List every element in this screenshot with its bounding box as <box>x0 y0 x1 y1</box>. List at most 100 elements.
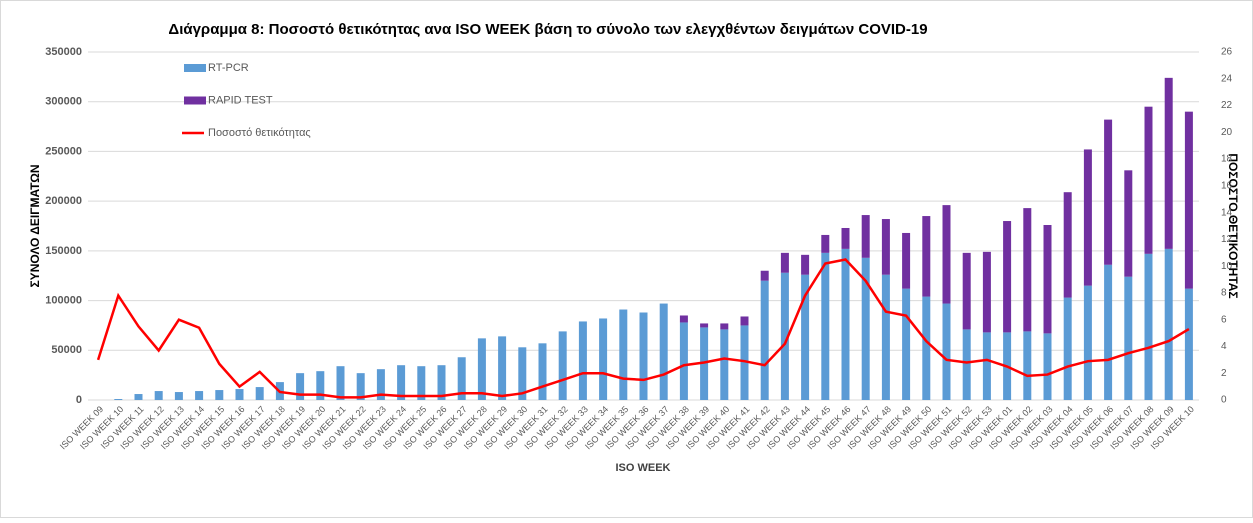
bar <box>881 274 890 400</box>
bar <box>134 394 143 400</box>
bar <box>1124 276 1133 400</box>
bar <box>861 215 870 258</box>
legend-swatch <box>184 64 206 72</box>
bar <box>801 254 810 275</box>
legend-label: RAPID TEST <box>208 94 273 106</box>
bar <box>376 369 385 400</box>
y-tick-label: 100000 <box>45 294 82 306</box>
bar <box>1023 331 1032 400</box>
legend-label: Ποσοστό θετικότητας <box>208 127 311 139</box>
bar <box>215 390 224 400</box>
y-tick-label: 300000 <box>45 96 82 108</box>
legend-swatch <box>184 96 206 105</box>
y2-tick-label: 22 <box>1221 100 1233 111</box>
bar <box>558 331 567 400</box>
bar <box>639 312 648 400</box>
y2-tick-label: 6 <box>1221 314 1227 325</box>
bar <box>1063 297 1072 400</box>
bar <box>1063 192 1072 298</box>
bar <box>780 252 789 273</box>
y2-axis-label: ΠΟΣΟΣΤΟ ΘΕΤΙΚΟΤΗΤΑΣ <box>1226 153 1240 298</box>
bar <box>841 248 850 400</box>
bar <box>720 329 729 400</box>
y-tick-label: 250000 <box>45 145 82 157</box>
y2-tick-label: 18 <box>1221 154 1233 165</box>
y2-tick-label: 14 <box>1221 207 1233 218</box>
bar <box>700 323 709 328</box>
bar <box>356 373 365 400</box>
y-axis-label: ΣΥΝΟΛΟ ΔΕΙΓΜΑΤΩΝ <box>28 164 42 287</box>
y2-tick-label: 10 <box>1221 261 1233 272</box>
bar <box>740 316 749 326</box>
bar <box>740 325 749 400</box>
y2-tick-label: 16 <box>1221 180 1233 191</box>
bar <box>195 391 204 400</box>
bar <box>1043 333 1052 400</box>
bar <box>881 219 890 275</box>
bar <box>902 232 911 289</box>
bar <box>720 323 729 330</box>
bar <box>679 315 688 323</box>
bar <box>1164 77 1173 249</box>
bar <box>922 296 931 400</box>
bar <box>1003 221 1012 333</box>
bar <box>942 303 951 400</box>
bar <box>659 303 668 400</box>
bar <box>841 227 850 249</box>
bar <box>942 205 951 304</box>
bar <box>962 252 971 330</box>
bar <box>1104 119 1113 265</box>
bar <box>962 329 971 400</box>
bar <box>982 251 991 333</box>
bar <box>780 272 789 400</box>
y2-tick-label: 20 <box>1221 127 1233 138</box>
y2-tick-label: 12 <box>1221 234 1233 245</box>
bar <box>437 365 446 400</box>
y2-tick-label: 8 <box>1221 288 1227 299</box>
y2-tick-label: 0 <box>1221 395 1227 406</box>
y2-tick-label: 2 <box>1221 368 1227 379</box>
bar <box>801 274 810 400</box>
y-tick-label: 0 <box>76 394 82 406</box>
bar <box>477 338 486 400</box>
bar <box>1184 111 1193 289</box>
bar <box>760 270 769 281</box>
bar <box>1164 248 1173 400</box>
bar <box>498 336 507 400</box>
bar <box>902 288 911 400</box>
bar <box>1184 288 1193 400</box>
bar <box>599 318 608 400</box>
bar <box>982 332 991 400</box>
bar <box>1124 170 1133 277</box>
bar <box>336 366 345 400</box>
bar <box>114 399 123 400</box>
line <box>96 258 1190 399</box>
bar <box>417 366 426 400</box>
bar <box>154 391 163 400</box>
bar <box>1083 285 1092 400</box>
bar <box>457 357 466 400</box>
bar <box>1144 253 1153 400</box>
chart-title: Διάγραμμα 8: Ποσοστό θετικότητας ανα ISO… <box>168 21 927 38</box>
legend-label: RT-PCR <box>208 62 249 74</box>
bar <box>397 365 406 400</box>
bar <box>679 322 688 400</box>
bar <box>760 280 769 400</box>
bar <box>296 373 305 400</box>
bar <box>1083 149 1092 286</box>
bar <box>861 257 870 400</box>
bar <box>538 343 547 400</box>
y2-tick-label: 26 <box>1221 47 1233 58</box>
bar <box>1023 208 1032 332</box>
bar <box>1104 264 1113 400</box>
y2-tick-label: 4 <box>1221 341 1227 352</box>
bar <box>1144 106 1153 254</box>
y-tick-label: 200000 <box>45 195 82 207</box>
bar <box>922 216 931 297</box>
bar <box>619 309 628 400</box>
y-tick-label: 150000 <box>45 245 82 257</box>
bar <box>821 252 830 400</box>
bar <box>235 389 244 400</box>
y-tick-label: 350000 <box>45 46 82 58</box>
